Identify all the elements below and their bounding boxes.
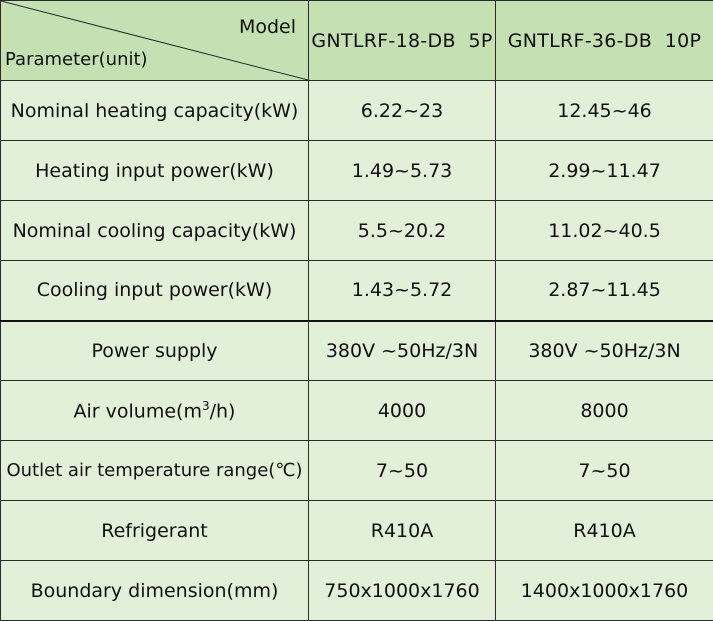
value-5p: 5.5~20.2 xyxy=(308,200,496,261)
param-label: Outlet air temperature range(℃) xyxy=(0,440,309,501)
value-5p: 7~50 xyxy=(308,440,496,501)
param-label: Nominal heating capacity(kW) xyxy=(0,80,309,141)
value-10p: R410A xyxy=(495,500,713,561)
value-5p: 380V ~50Hz/3N xyxy=(308,320,496,381)
header-row: Model Parameter(unit) GNTLRF-18-DB 5P GN… xyxy=(0,0,713,81)
table-row: Nominal cooling capacity(kW) 5.5~20.2 11… xyxy=(0,200,713,261)
table-row: Refrigerant R410A R410A xyxy=(0,500,713,561)
value-5p: R410A xyxy=(308,500,496,561)
value-10p: 1400x1000x1760 xyxy=(495,560,713,621)
table-row: Boundary dimension(mm) 750x1000x1760 140… xyxy=(0,560,713,621)
param-label: Heating input power(kW) xyxy=(0,140,309,201)
value-5p: 750x1000x1760 xyxy=(308,560,496,621)
table-row: Heating input power(kW) 1.49~5.73 2.99~1… xyxy=(0,140,713,201)
param-label-suffix: /h) xyxy=(209,400,236,423)
table-row: Air volume(m3/h) 4000 8000 xyxy=(0,380,713,441)
param-label: Refrigerant xyxy=(0,500,309,561)
table-row: Outlet air temperature range(℃) 7~50 7~5… xyxy=(0,440,713,501)
value-10p: 12.45~46 xyxy=(495,80,713,141)
table-row: Cooling input power(kW) 1.43~5.72 2.87~1… xyxy=(0,260,713,322)
param-label: Nominal cooling capacity(kW) xyxy=(0,200,309,261)
value-5p: 1.49~5.73 xyxy=(308,140,496,201)
corner-header-cell: Model Parameter(unit) xyxy=(0,0,309,81)
value-10p: 2.99~11.47 xyxy=(495,140,713,201)
param-label: Power supply xyxy=(0,320,309,381)
table-row: Power supply 380V ~50Hz/3N 380V ~50Hz/3N xyxy=(0,320,713,381)
value-10p: 11.02~40.5 xyxy=(495,200,713,261)
diagonal-divider xyxy=(1,1,308,80)
param-label: Cooling input power(kW) xyxy=(0,260,309,322)
model-header-5p: GNTLRF-18-DB 5P xyxy=(308,0,496,81)
value-10p: 8000 xyxy=(495,380,713,441)
value-10p: 7~50 xyxy=(495,440,713,501)
value-10p: 2.87~11.45 xyxy=(495,260,713,322)
corner-parameter-label: Parameter(unit) xyxy=(5,49,148,70)
value-5p: 1.43~5.72 xyxy=(308,260,496,322)
param-label-superscript: 3 xyxy=(201,398,210,413)
param-label: Air volume(m3/h) xyxy=(0,380,309,441)
corner-model-label: Model xyxy=(238,16,296,38)
model-header-10p: GNTLRF-36-DB 10P xyxy=(495,0,713,81)
value-5p: 4000 xyxy=(308,380,496,441)
table-row: Nominal heating capacity(kW) 6.22~23 12.… xyxy=(0,80,713,141)
value-10p: 380V ~50Hz/3N xyxy=(495,320,713,381)
param-label: Boundary dimension(mm) xyxy=(0,560,309,621)
param-label-prefix: Air volume(m xyxy=(73,400,202,423)
value-5p: 6.22~23 xyxy=(308,80,496,141)
